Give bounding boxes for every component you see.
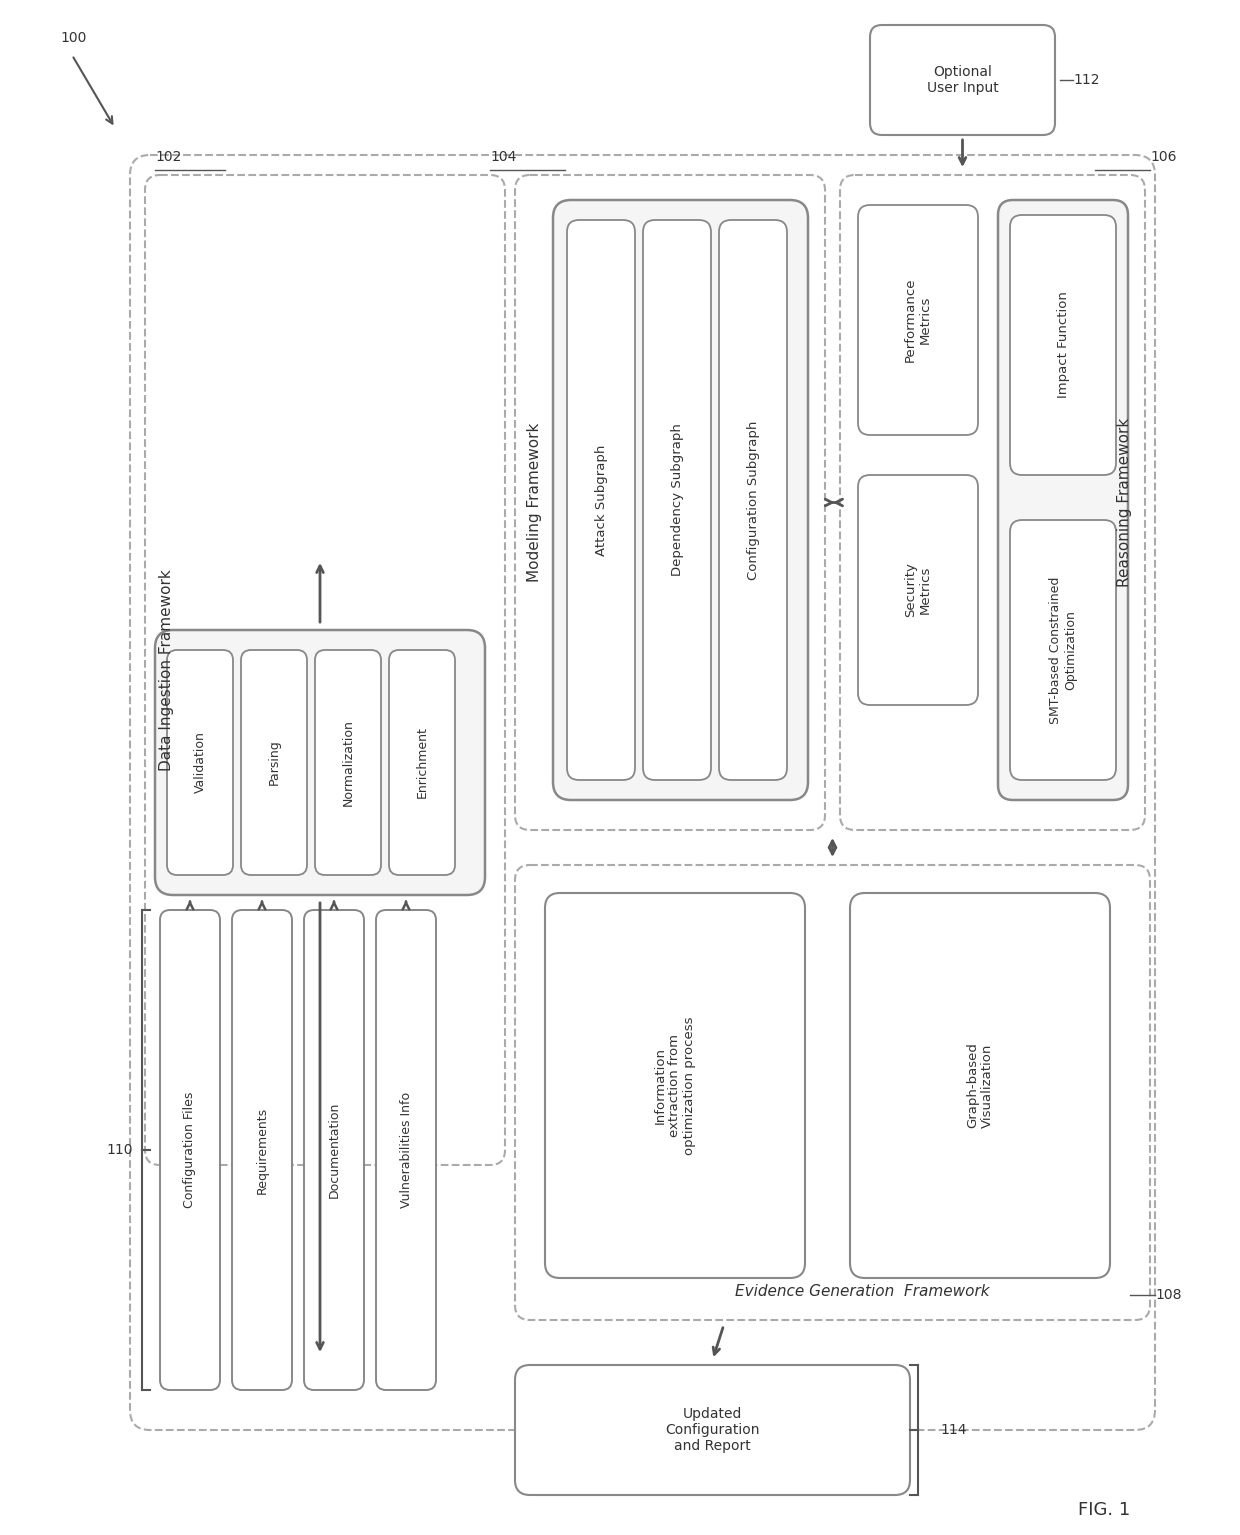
FancyBboxPatch shape (315, 649, 381, 875)
Text: Normalization: Normalization (341, 718, 355, 806)
Text: FIG. 1: FIG. 1 (1078, 1501, 1130, 1520)
FancyBboxPatch shape (1011, 215, 1116, 474)
FancyBboxPatch shape (546, 893, 805, 1279)
FancyBboxPatch shape (553, 200, 808, 800)
Text: Vulnerabilities Info: Vulnerabilities Info (399, 1091, 413, 1208)
FancyBboxPatch shape (155, 629, 485, 895)
Text: Attack Subgraph: Attack Subgraph (594, 444, 608, 556)
Text: 114: 114 (940, 1423, 966, 1437)
Text: 106: 106 (1149, 150, 1177, 164)
Text: Enrichment: Enrichment (415, 726, 429, 798)
Text: Evidence Generation  Framework: Evidence Generation Framework (735, 1285, 990, 1300)
FancyBboxPatch shape (304, 910, 365, 1391)
FancyBboxPatch shape (849, 893, 1110, 1279)
FancyBboxPatch shape (644, 220, 711, 780)
Text: Documentation: Documentation (327, 1102, 341, 1199)
FancyBboxPatch shape (515, 1365, 910, 1495)
Text: SMT-based Constrained
Optimization: SMT-based Constrained Optimization (1049, 576, 1078, 723)
FancyBboxPatch shape (719, 220, 787, 780)
Text: Configuration Files: Configuration Files (184, 1091, 196, 1208)
Text: 100: 100 (60, 31, 87, 45)
Text: Modeling Framework: Modeling Framework (527, 422, 543, 582)
Text: 108: 108 (1154, 1288, 1182, 1302)
Text: Data Ingestion Framework: Data Ingestion Framework (160, 569, 175, 771)
FancyBboxPatch shape (858, 474, 978, 705)
Text: Graph-based
Visualization: Graph-based Visualization (966, 1042, 994, 1128)
FancyBboxPatch shape (376, 910, 436, 1391)
FancyBboxPatch shape (389, 649, 455, 875)
Text: Security
Metrics: Security Metrics (904, 562, 932, 617)
Text: 102: 102 (155, 150, 181, 164)
FancyBboxPatch shape (160, 910, 219, 1391)
Text: 104: 104 (490, 150, 516, 164)
Text: Updated
Configuration
and Report: Updated Configuration and Report (665, 1406, 760, 1454)
FancyBboxPatch shape (998, 200, 1128, 800)
Text: Reasoning Framework: Reasoning Framework (1117, 418, 1132, 586)
Text: Dependency Subgraph: Dependency Subgraph (671, 424, 683, 577)
Text: 112: 112 (1073, 74, 1100, 87)
FancyBboxPatch shape (241, 649, 308, 875)
Text: Configuration Subgraph: Configuration Subgraph (746, 421, 759, 580)
Text: Optional
User Input: Optional User Input (926, 64, 998, 95)
FancyBboxPatch shape (858, 206, 978, 434)
FancyBboxPatch shape (232, 910, 291, 1391)
Text: Requirements: Requirements (255, 1107, 269, 1194)
Text: Performance
Metrics: Performance Metrics (904, 278, 932, 362)
Text: Validation: Validation (193, 732, 207, 794)
Text: Parsing: Parsing (268, 740, 280, 786)
Text: Impact Function: Impact Function (1056, 292, 1069, 399)
FancyBboxPatch shape (167, 649, 233, 875)
FancyBboxPatch shape (870, 25, 1055, 135)
FancyBboxPatch shape (1011, 520, 1116, 780)
FancyBboxPatch shape (567, 220, 635, 780)
Text: 110: 110 (107, 1144, 133, 1157)
Text: Information
extraction from
optimization process: Information extraction from optimization… (653, 1016, 697, 1154)
